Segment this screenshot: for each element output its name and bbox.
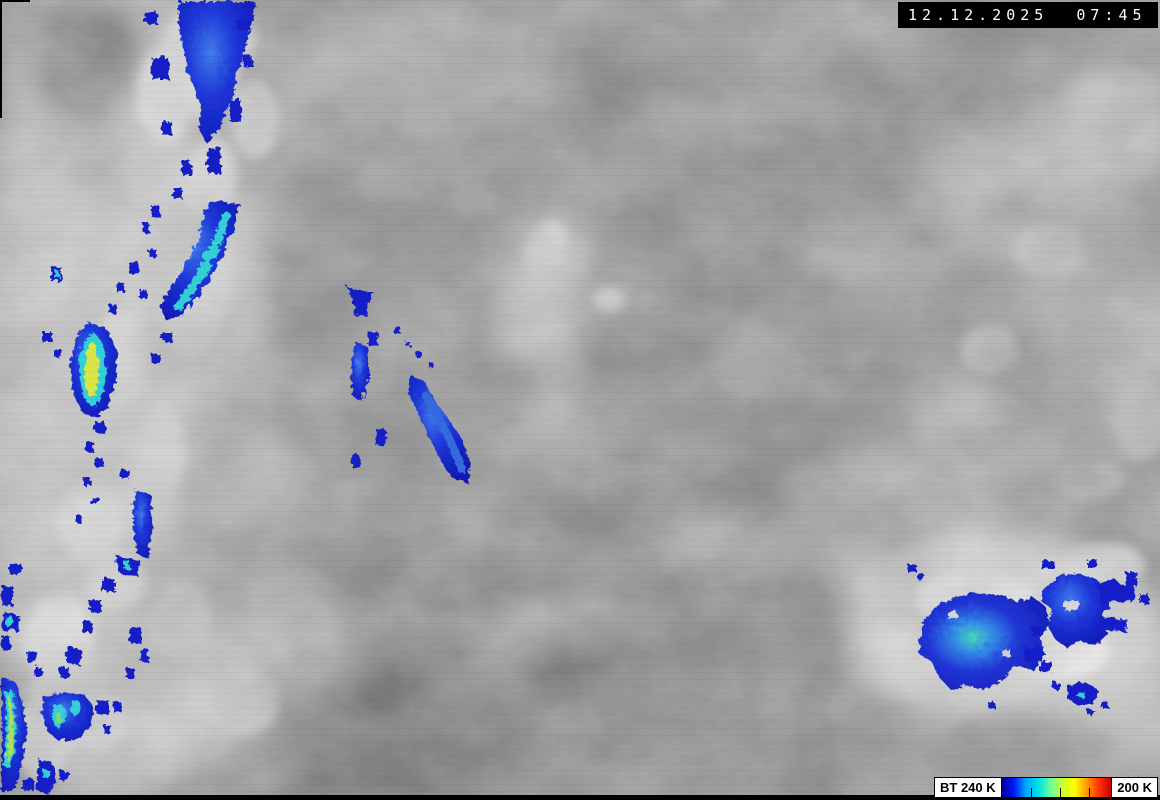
colorbar-tick	[1031, 788, 1033, 797]
colorbar-legend: BT 240 K 200 K	[934, 777, 1158, 798]
colorbar-tick	[1089, 788, 1091, 797]
colorbar-right-label: 200 K	[1117, 780, 1152, 795]
bottom-border-strip	[0, 795, 1160, 800]
scan-edge-marks	[0, 0, 30, 118]
timestamp-overlay: 12.12.2025 07:45	[898, 2, 1158, 28]
colorbar-gradient	[1000, 778, 1113, 797]
colorbar-tick	[1059, 788, 1061, 797]
colorbar-left-label: BT 240 K	[940, 780, 996, 795]
